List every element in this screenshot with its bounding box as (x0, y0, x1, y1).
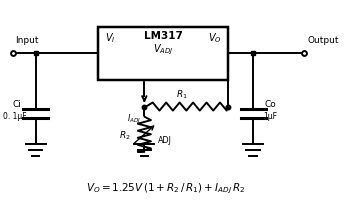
Text: $V_I$: $V_I$ (105, 31, 115, 45)
Text: $I_{ADJ}$: $I_{ADJ}$ (127, 113, 141, 126)
Text: $R_2$: $R_2$ (119, 128, 130, 141)
Text: 0. 1μF: 0. 1μF (3, 111, 27, 120)
Bar (98, 28, 228, 81)
Text: Co: Co (264, 99, 276, 108)
Text: $V_O$: $V_O$ (208, 31, 222, 45)
Text: Output: Output (308, 36, 339, 45)
Text: LM317: LM317 (144, 31, 183, 41)
Text: 1μF: 1μF (263, 112, 277, 121)
Text: $R_1$: $R_1$ (175, 88, 187, 101)
Text: $V_O = 1.25V\,(1 + R_2\,/\,R_1) + I_{ADJ}\,R_2$: $V_O = 1.25V\,(1 + R_2\,/\,R_1) + I_{ADJ… (86, 181, 245, 195)
Text: $V_{ADJ}$: $V_{ADJ}$ (153, 43, 173, 57)
Text: ADJ: ADJ (158, 135, 171, 144)
Text: Input: Input (15, 36, 39, 45)
Text: Ci: Ci (12, 99, 21, 108)
